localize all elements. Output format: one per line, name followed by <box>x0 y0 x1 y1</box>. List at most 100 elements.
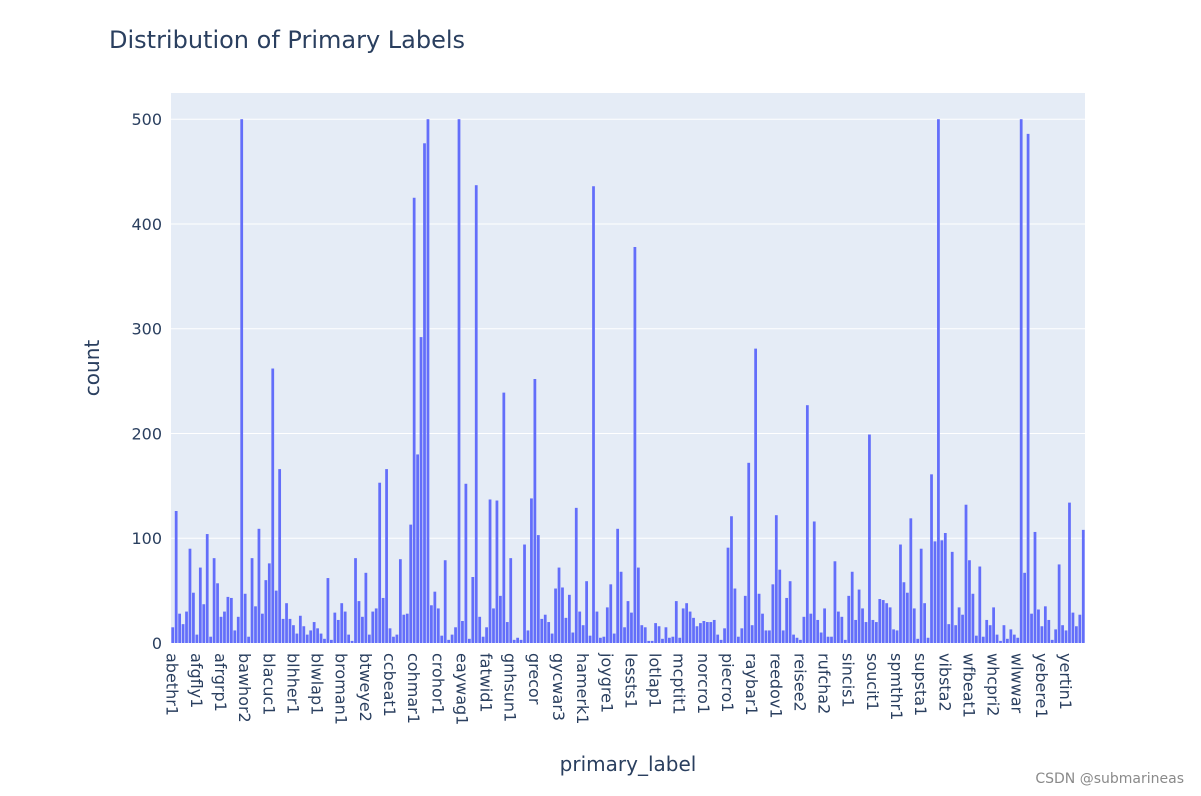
bar[interactable] <box>592 186 595 644</box>
bar[interactable] <box>526 630 530 643</box>
bar[interactable] <box>747 462 751 643</box>
bar[interactable] <box>1019 119 1023 643</box>
bar[interactable] <box>692 617 695 643</box>
bar[interactable] <box>1064 630 1068 643</box>
bar[interactable] <box>298 615 302 643</box>
bar[interactable] <box>833 561 837 643</box>
bar[interactable] <box>764 630 768 643</box>
bar[interactable] <box>671 636 675 643</box>
bar[interactable] <box>850 571 854 643</box>
bar[interactable] <box>899 544 902 643</box>
bar[interactable] <box>1030 613 1033 643</box>
bar[interactable] <box>685 603 689 643</box>
bar[interactable] <box>868 434 871 643</box>
bar[interactable] <box>809 613 813 643</box>
bar[interactable] <box>795 637 799 643</box>
bar[interactable] <box>981 636 985 643</box>
bar[interactable] <box>423 143 426 644</box>
bar[interactable] <box>402 614 406 643</box>
bar[interactable] <box>1081 529 1085 643</box>
bar[interactable] <box>302 626 306 643</box>
bar[interactable] <box>1016 637 1020 643</box>
bar[interactable] <box>847 595 851 643</box>
bar[interactable] <box>1023 572 1027 643</box>
bar[interactable] <box>1061 625 1064 643</box>
bar[interactable] <box>174 511 178 643</box>
bar[interactable] <box>530 498 533 643</box>
bar[interactable] <box>319 633 323 643</box>
bar[interactable] <box>271 368 275 643</box>
bar[interactable] <box>1037 609 1040 643</box>
bar[interactable] <box>405 613 409 643</box>
bar[interactable] <box>840 616 844 643</box>
bar[interactable] <box>905 592 909 643</box>
bar[interactable] <box>433 591 437 643</box>
bar[interactable] <box>430 605 433 643</box>
bar[interactable] <box>223 611 226 643</box>
bar[interactable] <box>636 567 640 643</box>
bar[interactable] <box>367 634 371 643</box>
bar[interactable] <box>1033 531 1037 643</box>
bar[interactable] <box>481 636 485 643</box>
bar[interactable] <box>471 577 475 643</box>
bar[interactable] <box>392 636 395 643</box>
bar[interactable] <box>354 558 357 643</box>
bar[interactable] <box>330 639 333 643</box>
bar[interactable] <box>819 632 823 643</box>
bar[interactable] <box>802 616 806 643</box>
bar[interactable] <box>547 622 551 643</box>
bar[interactable] <box>495 500 499 643</box>
bar[interactable] <box>792 634 795 643</box>
bar[interactable] <box>1078 614 1082 643</box>
bar[interactable] <box>347 634 351 643</box>
bar[interactable] <box>888 607 892 643</box>
bar[interactable] <box>571 632 575 643</box>
bar[interactable] <box>240 119 244 643</box>
bar[interactable] <box>933 541 937 643</box>
bar[interactable] <box>557 567 561 643</box>
bar[interactable] <box>381 597 385 643</box>
bar[interactable] <box>171 627 175 643</box>
bar[interactable] <box>1009 629 1013 643</box>
bar[interactable] <box>940 540 944 643</box>
bar[interactable] <box>885 603 889 643</box>
bar[interactable] <box>1071 612 1075 643</box>
bar[interactable] <box>1006 638 1009 643</box>
bar[interactable] <box>602 636 606 643</box>
bar[interactable] <box>650 640 654 643</box>
bar[interactable] <box>712 619 716 643</box>
bar[interactable] <box>881 600 885 643</box>
bar[interactable] <box>723 628 726 643</box>
bar[interactable] <box>485 627 488 643</box>
bar[interactable] <box>895 630 899 643</box>
bar[interactable] <box>523 544 526 643</box>
bar[interactable] <box>968 560 971 643</box>
bar[interactable] <box>871 619 875 643</box>
bar[interactable] <box>343 611 347 643</box>
bar[interactable] <box>916 638 920 643</box>
bar[interactable] <box>588 635 592 643</box>
bar[interactable] <box>509 558 513 643</box>
bar[interactable] <box>909 518 913 643</box>
bar[interactable] <box>209 636 213 643</box>
bar[interactable] <box>740 628 744 643</box>
bar[interactable] <box>340 603 344 643</box>
bar[interactable] <box>664 627 668 643</box>
bar[interactable] <box>505 622 509 643</box>
bar[interactable] <box>488 499 492 643</box>
bar[interactable] <box>195 634 199 643</box>
bar[interactable] <box>426 119 430 643</box>
bar[interactable] <box>374 608 378 643</box>
bar[interactable] <box>371 611 375 643</box>
bar[interactable] <box>274 590 278 643</box>
bar[interactable] <box>695 626 699 643</box>
bar[interactable] <box>643 627 647 643</box>
bar[interactable] <box>609 584 613 643</box>
bar[interactable] <box>947 624 951 643</box>
bar[interactable] <box>192 592 195 643</box>
bar[interactable] <box>450 634 454 643</box>
bar[interactable] <box>295 633 299 643</box>
bar[interactable] <box>257 528 261 643</box>
bar[interactable] <box>861 608 864 643</box>
bar[interactable] <box>674 601 678 643</box>
